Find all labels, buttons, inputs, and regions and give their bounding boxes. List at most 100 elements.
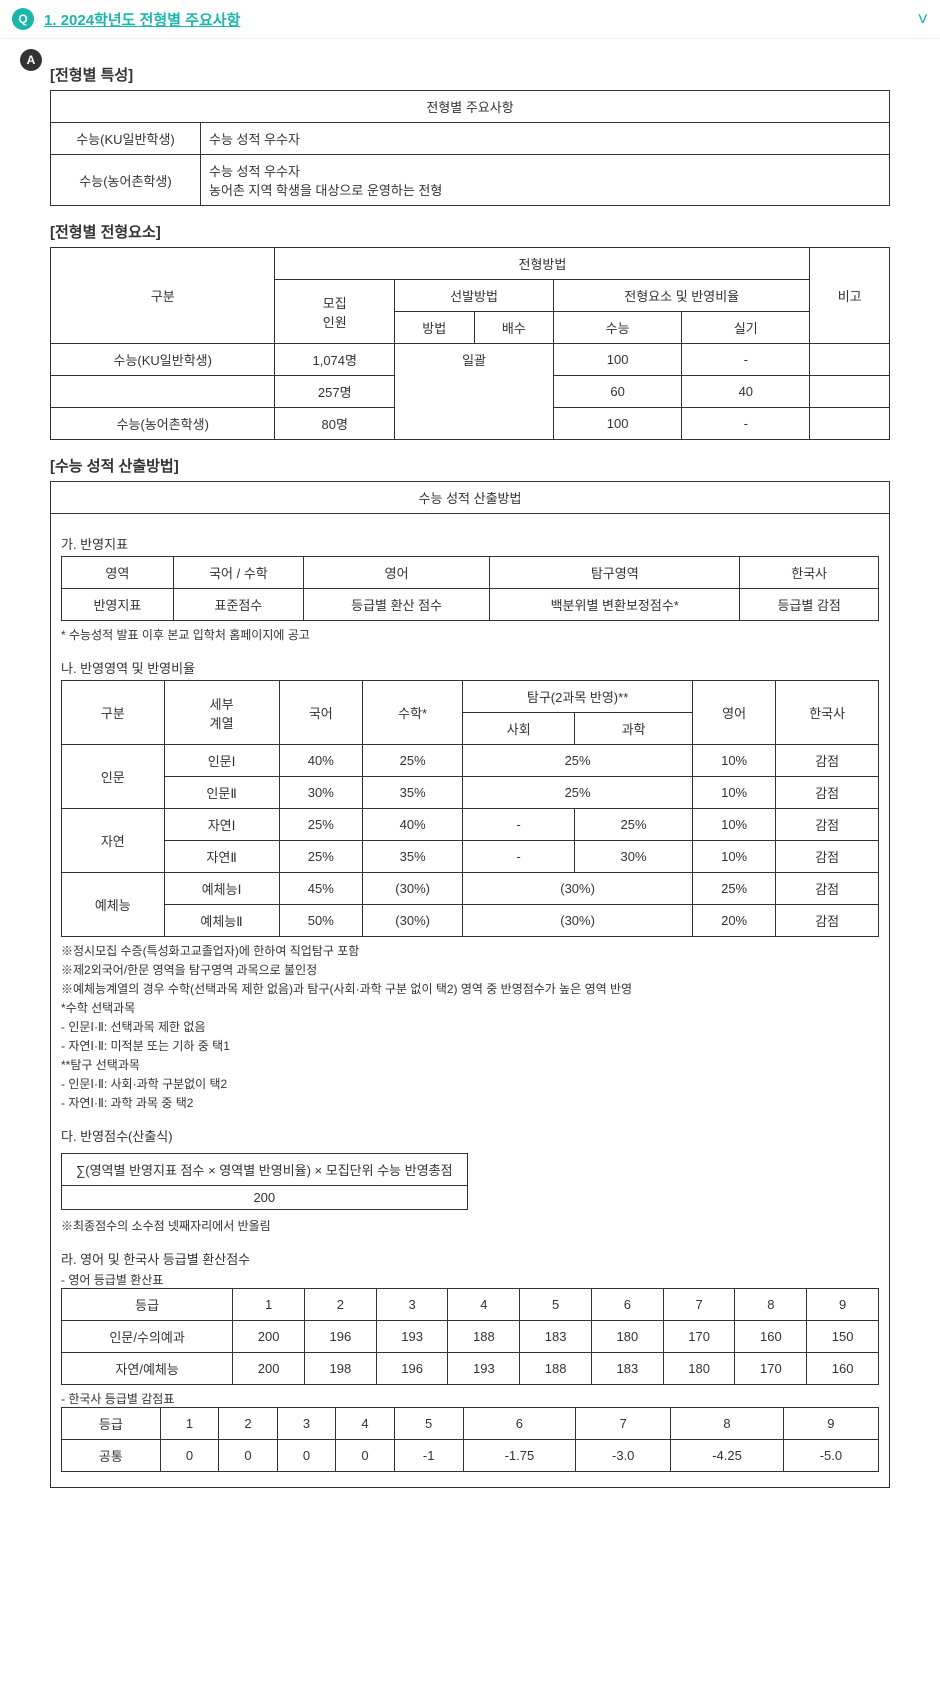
cell: 감점 <box>776 873 879 905</box>
cell-key: 수능(KU일반학생) <box>51 123 201 155</box>
note: ※제2외국어/한문 영역을 탐구영역 과목으로 불인정 <box>61 961 879 978</box>
formula-denominator: 200 <box>62 1185 467 1209</box>
cell: 25% <box>575 809 693 841</box>
cell: 200 <box>233 1353 305 1385</box>
formula-numerator: ∑(영역별 반영지표 점수 × 영역별 반영비율) × 모집단위 수능 반영총점 <box>62 1154 467 1185</box>
th: 5 <box>394 1408 463 1440</box>
cell: 0 <box>336 1440 394 1472</box>
cell: 감점 <box>776 905 879 937</box>
note: * 수능성적 발표 이후 본교 입학처 홈페이지에 공고 <box>61 626 879 643</box>
th: 6 <box>463 1408 576 1440</box>
cell: 0 <box>219 1440 277 1472</box>
section2-title: [전형별 전형요소] <box>50 221 890 242</box>
th: 1 <box>160 1408 218 1440</box>
cell: 188 <box>520 1353 592 1385</box>
cell: -1 <box>394 1440 463 1472</box>
sub-label: - 영어 등급별 환산표 <box>61 1271 879 1288</box>
cell: 반영지표 <box>62 589 174 621</box>
th: 7 <box>663 1289 735 1321</box>
note: **탐구 선택과목 <box>61 1056 879 1073</box>
th: 국어 / 수학 <box>173 557 303 589</box>
table-caption: 전형별 주요사항 <box>51 91 890 123</box>
th: 2 <box>219 1408 277 1440</box>
th: 3 <box>376 1289 448 1321</box>
cell: 0 <box>277 1440 335 1472</box>
note: - 인문Ⅰ·Ⅱ: 사회·과학 구분없이 택2 <box>61 1075 879 1092</box>
th-ratio: 전형요소 및 반영비율 <box>554 280 810 312</box>
cell: 193 <box>376 1321 448 1353</box>
th: 4 <box>336 1408 394 1440</box>
th: 탐구영역 <box>490 557 740 589</box>
cell: 25% <box>363 745 463 777</box>
th-bigo: 비고 <box>810 248 890 344</box>
th-baesu: 배수 <box>474 312 554 344</box>
cell: (30%) <box>363 905 463 937</box>
note: *수학 선택과목 <box>61 999 879 1016</box>
cell: 자연 <box>62 809 165 873</box>
cell: 196 <box>304 1321 376 1353</box>
cell: 자연Ⅰ <box>164 809 279 841</box>
cell: 180 <box>591 1321 663 1353</box>
th: 한국사 <box>740 557 879 589</box>
cell: 188 <box>448 1321 520 1353</box>
cell: 수능(KU일반학생) <box>51 344 275 376</box>
cell: 100 <box>554 408 682 440</box>
cell: 50% <box>279 905 362 937</box>
subhead-na: 나. 반영영역 및 반영비율 <box>61 658 879 677</box>
section1-title: [전형별 특성] <box>50 64 890 85</box>
table-hist-grade: 등급123456789 공통0000-1-1.75-3.0-4.25-5.0 <box>61 1407 879 1472</box>
table-calc-wrapper: 수능 성적 산출방법 가. 반영지표 영역 국어 / 수학 영어 탐구영역 한국… <box>50 481 890 1488</box>
th: 7 <box>576 1408 671 1440</box>
cell: 인문Ⅰ <box>164 745 279 777</box>
cell: 25% <box>463 745 693 777</box>
cell: 25% <box>279 841 362 873</box>
note: - 자연Ⅰ·Ⅱ: 과학 과목 중 택2 <box>61 1094 879 1111</box>
table-na: 구분 세부 계열 국어 수학* 탐구(2과목 반영)** 영어 한국사 사회 과… <box>61 680 879 937</box>
cell: 10% <box>692 841 775 873</box>
cell: 인문Ⅱ <box>164 777 279 809</box>
section3-title: [수능 성적 산출방법] <box>50 455 890 476</box>
th-sel: 선발방법 <box>395 280 554 312</box>
cell: 196 <box>376 1353 448 1385</box>
th-gubun: 구분 <box>51 248 275 344</box>
th: 8 <box>735 1289 807 1321</box>
th: 사회 <box>463 713 575 745</box>
th-suneung: 수능 <box>554 312 682 344</box>
cell: 감점 <box>776 809 879 841</box>
table-elements: 구분 전형방법 비고 모집 인원 선발방법 전형요소 및 반영비율 방법 배수 … <box>50 247 890 440</box>
cell: 감점 <box>776 777 879 809</box>
cell: 수능(농어촌학생) <box>51 408 275 440</box>
table-caption: 수능 성적 산출방법 <box>51 482 890 514</box>
th: 5 <box>520 1289 592 1321</box>
cell: 183 <box>591 1353 663 1385</box>
cell: 30% <box>279 777 362 809</box>
cell: -4.25 <box>671 1440 784 1472</box>
note: ※예체능계열의 경우 수학(선택과목 제한 없음)과 탐구(사회·과학 구분 없… <box>61 980 879 997</box>
cell: (30%) <box>363 873 463 905</box>
cell: 35% <box>363 841 463 873</box>
accordion-header[interactable]: Q 1. 2024학년도 전형별 주요사항 ˅ <box>0 0 940 39</box>
cell: 30% <box>575 841 693 873</box>
cell: 20% <box>692 905 775 937</box>
header-title: 1. 2024학년도 전형별 주요사항 <box>44 9 917 30</box>
cell: 60 <box>554 376 682 408</box>
cell: (30%) <box>463 873 693 905</box>
cell: -5.0 <box>783 1440 878 1472</box>
cell: - <box>682 408 810 440</box>
cell: 25% <box>463 777 693 809</box>
cell: 일괄 <box>395 344 554 440</box>
cell: - <box>682 344 810 376</box>
cell <box>51 376 275 408</box>
cell: 160 <box>807 1353 879 1385</box>
question-badge: Q <box>12 8 34 30</box>
cell: 백분위별 변환보정점수* <box>490 589 740 621</box>
th: 등급 <box>62 1289 233 1321</box>
th-silgi: 실기 <box>682 312 810 344</box>
th: 9 <box>807 1289 879 1321</box>
cell-val: 수능 성적 우수자 <box>201 123 890 155</box>
th: 수학* <box>363 681 463 745</box>
note: ※최종점수의 소수점 넷째자리에서 반올림 <box>61 1217 879 1234</box>
th: 영어 <box>304 557 490 589</box>
th: 1 <box>233 1289 305 1321</box>
th: 국어 <box>279 681 362 745</box>
